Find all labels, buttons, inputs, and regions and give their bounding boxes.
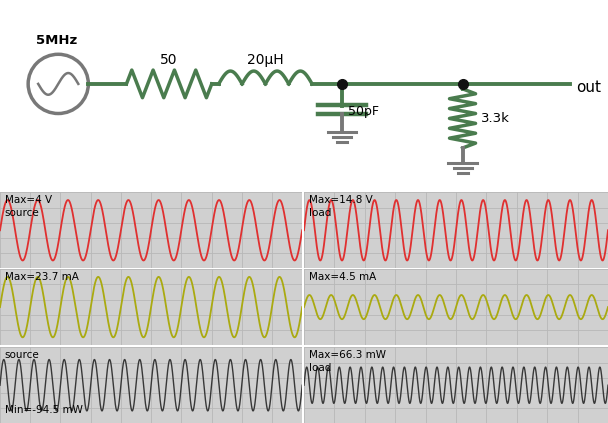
Text: Max=4 V: Max=4 V (4, 195, 52, 205)
Text: Max=14.8 V: Max=14.8 V (308, 195, 372, 205)
Text: Max=23.7 mA: Max=23.7 mA (4, 272, 78, 282)
Text: 5MHz: 5MHz (36, 34, 77, 47)
Text: out: out (576, 80, 601, 95)
Text: source: source (4, 208, 40, 217)
Text: source: source (4, 350, 40, 360)
Text: Max=66.3 mW: Max=66.3 mW (308, 350, 385, 360)
Text: Min=-94.5 mW: Min=-94.5 mW (4, 405, 83, 415)
Text: Max=4.5 mA: Max=4.5 mA (308, 272, 376, 282)
Text: 50: 50 (161, 53, 178, 67)
Text: load: load (308, 363, 331, 373)
Text: load: load (308, 208, 331, 217)
Text: 3.3k: 3.3k (480, 112, 510, 125)
Text: 50pF: 50pF (348, 105, 379, 118)
Text: 20μH: 20μH (247, 53, 284, 67)
